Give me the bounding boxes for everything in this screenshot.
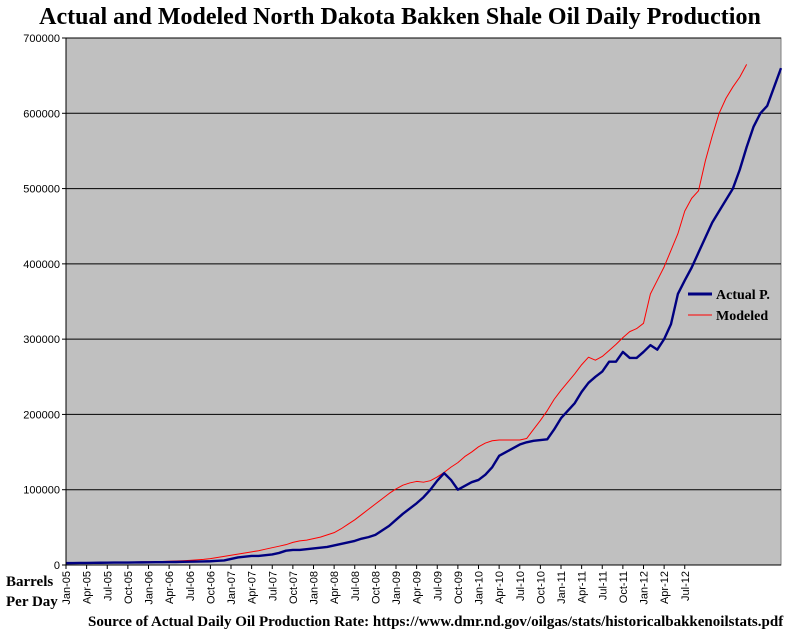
legend-label-actual: Actual P. <box>716 288 770 303</box>
x-tick-label: Apr-10 <box>494 571 506 604</box>
x-tick-label: Jul-05 <box>102 571 114 601</box>
x-tick-label: Jan-08 <box>309 571 321 605</box>
legend: Actual P. Modeled <box>688 288 770 324</box>
x-tick-label: Apr-07 <box>247 571 259 604</box>
x-tick-label: Jan-06 <box>144 571 156 605</box>
x-tick-label: Apr-11 <box>577 571 589 603</box>
y-tick-label: 100000 <box>23 485 60 497</box>
x-tick-label: Jul-12 <box>680 571 692 601</box>
gridlines <box>66 37 781 491</box>
x-tick-label: Oct-07 <box>288 571 300 604</box>
x-tick-label: Jul-07 <box>267 571 279 601</box>
x-tick-label: Apr-08 <box>329 571 341 604</box>
x-tick-label: Oct-05 <box>123 571 135 604</box>
x-tick-label: Apr-05 <box>82 571 94 604</box>
y-axis-unit-line-1: Barrels <box>6 574 54 590</box>
source-note: Source of Actual Daily Oil Production Ra… <box>88 614 784 630</box>
series-line-actual <box>65 67 783 565</box>
y-tick-label: 600000 <box>23 108 60 120</box>
x-tick-label: Jan-10 <box>474 571 486 605</box>
x-tick-label: Jan-07 <box>226 571 238 605</box>
x-tick-label: Oct-06 <box>205 571 217 604</box>
y-tick-label: 400000 <box>23 259 60 271</box>
x-tick-label: Apr-06 <box>164 571 176 604</box>
y-tick-label: 700000 <box>23 33 60 45</box>
x-tick-label: Jan-12 <box>639 571 651 605</box>
x-tick-label: Jul-11 <box>597 571 609 600</box>
y-tick-label: 0 <box>54 560 60 572</box>
x-tick-label: Jan-11 <box>556 571 568 604</box>
y-tick-label: 500000 <box>23 184 60 196</box>
plot-area <box>65 37 782 566</box>
x-tick-label: Jul-06 <box>185 571 197 601</box>
x-tick-label: Jul-10 <box>515 571 527 601</box>
x-tick-label: Oct-11 <box>618 571 630 603</box>
x-tick-label: Oct-09 <box>453 571 465 604</box>
y-tick-label: 300000 <box>23 334 60 346</box>
x-tick-label: Jan-09 <box>391 571 403 605</box>
x-tick-label: Apr-09 <box>412 571 424 604</box>
y-tick-labels: 0 100000 200000 300000 400000 500000 600000 700… <box>23 33 66 572</box>
legend-label-modeled: Modeled <box>716 309 768 324</box>
x-tick-label: Jul-09 <box>432 571 444 601</box>
series-lines <box>65 64 783 565</box>
x-tick-labels: Jan-05 Apr-05 Jul-05 Oct-05 Jan-06 Apr-06 Jul-… <box>61 565 692 605</box>
y-tick-label: 200000 <box>23 409 60 421</box>
chart-title: Actual and Modeled North Dakota Bakken S… <box>39 4 761 30</box>
y-axis-unit-line-2: Per Day <box>6 594 58 610</box>
x-tick-label: Oct-10 <box>535 571 547 604</box>
x-tick-label: Jan-05 <box>61 571 73 605</box>
x-tick-label: Oct-08 <box>370 571 382 604</box>
x-tick-label: Jul-08 <box>350 571 362 601</box>
x-tick-label: Apr-12 <box>659 571 671 604</box>
y-axis-unit-label: Barrels Per Day <box>6 572 58 612</box>
